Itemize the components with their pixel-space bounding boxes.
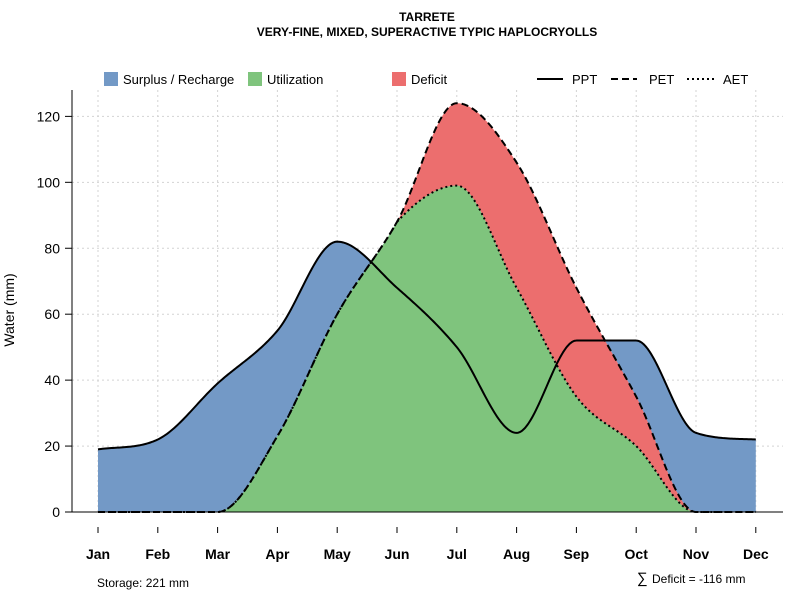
y-tick-label-1: 20	[44, 438, 60, 454]
x-tick-label-jun: Jun	[385, 546, 410, 562]
x-tick-label-may: May	[324, 546, 351, 562]
storage-annotation: Storage: 221 mm	[97, 576, 189, 590]
legend-label-deficit: Deficit	[411, 72, 448, 87]
legend-swatch-surplus	[104, 72, 118, 86]
legend-label-surplus: Surplus / Recharge	[123, 72, 234, 87]
series-line-aet	[98, 184, 756, 513]
series-line-ppt	[97, 240, 756, 451]
x-tick-label-mar: Mar	[205, 546, 230, 562]
legend-swatch-utilization	[248, 72, 262, 86]
y-tick-label-5: 100	[37, 174, 61, 190]
x-tick-label-sep: Sep	[564, 546, 590, 562]
deficit-area	[98, 103, 756, 512]
x-tick-label-feb: Feb	[145, 546, 170, 562]
x-tick-label-dec: Dec	[743, 546, 769, 562]
x-tick-label-jul: Jul	[447, 546, 467, 562]
y-tick-label-2: 40	[44, 372, 60, 388]
area-fills	[98, 103, 756, 513]
y-tick-label-6: 120	[37, 108, 61, 124]
y-tick-label-4: 80	[44, 240, 60, 256]
x-tick-label-nov: Nov	[683, 546, 710, 562]
x-tick-label-oct: Oct	[625, 546, 649, 562]
legend-swatch-deficit	[392, 72, 406, 86]
chart-title: TARRETE	[399, 10, 455, 24]
legend-label-ppt: PPT	[572, 72, 597, 87]
series-line-pet	[98, 102, 756, 513]
deficit-annotation: Deficit = -116 mm	[652, 572, 745, 586]
y-tick-label-0: 0	[52, 504, 60, 520]
y-tick-label-3: 60	[44, 306, 60, 322]
axes: 0 20 40 60 80 100 120 Jan Feb Mar Apr May Jun Jul Aug S…	[37, 90, 783, 562]
y-axis-label: Water (mm)	[1, 273, 17, 346]
series-lines	[97, 102, 756, 513]
x-tick-label-aug: Aug	[503, 546, 530, 562]
x-tick-label-jan: Jan	[86, 546, 110, 562]
chart-subtitle: VERY-FINE, MIXED, SUPERACTIVE TYPIC HAPL…	[257, 25, 597, 39]
legend-label-aet: AET	[723, 72, 748, 87]
legend-label-utilization: Utilization	[267, 72, 323, 87]
legend: Surplus / Recharge Utilization Deficit P…	[104, 72, 748, 87]
utilization-area	[98, 185, 756, 513]
sum-icon: ∑	[637, 570, 648, 587]
x-tick-label-apr: Apr	[265, 546, 290, 562]
legend-label-pet: PET	[649, 72, 674, 87]
